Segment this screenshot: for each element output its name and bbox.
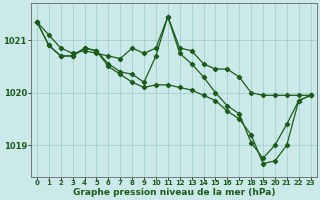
X-axis label: Graphe pression niveau de la mer (hPa): Graphe pression niveau de la mer (hPa): [73, 188, 275, 197]
